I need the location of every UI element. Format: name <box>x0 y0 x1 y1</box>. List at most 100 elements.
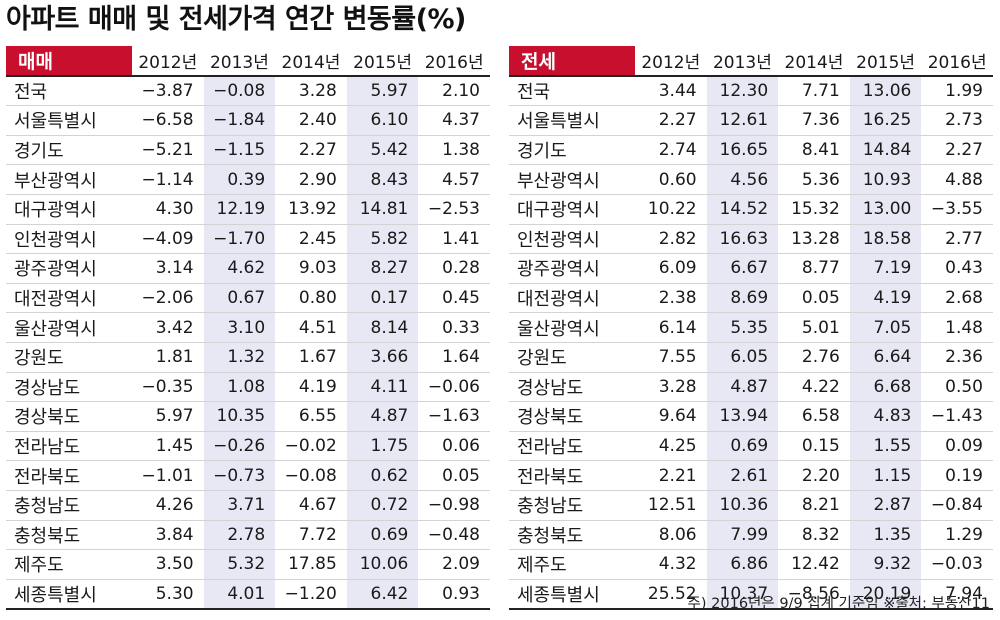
region-cell: 전라북도 <box>509 460 635 491</box>
value-cell: 1.75 <box>346 431 419 462</box>
value-cell: 10.06 <box>346 549 419 580</box>
table-row: 대전광역시 −2.06 0.67 0.80 0.17 0.45 <box>6 283 490 314</box>
value-cell: 4.51 <box>275 312 347 343</box>
value-cell: 7.99 <box>706 520 779 551</box>
value-cell: 7.19 <box>849 253 922 284</box>
footnote: 주) 2016년은 9/9 집계 기준임 ※출처: 부동산11 <box>687 596 990 612</box>
value-cell: 13.00 <box>849 194 922 225</box>
value-cell: 7.55 <box>635 342 707 373</box>
value-cell: 3.66 <box>346 342 419 373</box>
value-cell: 1.32 <box>203 342 276 373</box>
table-row: 울산광역시 6.14 5.35 5.01 7.05 1.48 <box>509 312 993 343</box>
region-cell: 광주광역시 <box>6 253 132 284</box>
value-cell: 0.33 <box>418 312 490 343</box>
table-label: 전세 <box>509 46 635 77</box>
table-row: 전라북도 −1.01 −0.73 −0.08 0.62 0.05 <box>6 460 490 491</box>
value-cell: 1.35 <box>849 520 922 551</box>
region-cell: 부산광역시 <box>6 164 132 195</box>
table-row: 경상북도 9.64 13.94 6.58 4.83 −1.43 <box>509 401 993 432</box>
region-cell: 전라남도 <box>509 431 635 462</box>
table-row: 서울특별시 −6.58 −1.84 2.40 6.10 4.37 <box>6 105 490 136</box>
table-row: 세종특별시 25.52 10.37 −8.56 20.19 7.94 <box>509 579 993 611</box>
value-cell: −0.98 <box>418 490 490 521</box>
value-cell: 0.60 <box>635 164 707 195</box>
value-cell: 4.01 <box>203 579 276 611</box>
value-cell: 2.74 <box>635 135 707 166</box>
value-cell: 8.27 <box>346 253 419 284</box>
value-cell: 6.64 <box>849 342 922 373</box>
value-cell: 6.58 <box>778 401 850 432</box>
table-row: 충청남도 4.26 3.71 4.67 0.72 −0.98 <box>6 490 490 521</box>
value-cell: 8.32 <box>778 520 850 551</box>
value-cell: 12.51 <box>635 490 707 521</box>
value-cell: −1.20 <box>275 579 347 611</box>
value-cell: 4.19 <box>849 283 922 314</box>
value-cell: 16.65 <box>706 135 779 166</box>
value-cell: −3.55 <box>921 194 993 225</box>
value-cell: −3.87 <box>132 75 204 107</box>
value-cell: 0.05 <box>418 460 490 491</box>
value-cell: 1.38 <box>418 135 490 166</box>
column-header: 2016년 <box>921 46 993 77</box>
value-cell: −0.73 <box>203 460 276 491</box>
region-cell: 인천광역시 <box>6 224 132 255</box>
value-cell: 8.41 <box>778 135 850 166</box>
region-cell: 경상북도 <box>6 401 132 432</box>
value-cell: 8.77 <box>778 253 850 284</box>
table-row: 세종특별시 5.30 4.01 −1.20 6.42 0.93 <box>6 579 490 611</box>
value-cell: 2.82 <box>635 224 707 255</box>
value-cell: 0.67 <box>203 283 276 314</box>
region-cell: 경상남도 <box>509 372 635 403</box>
value-cell: 0.19 <box>921 460 993 491</box>
region-cell: 충청남도 <box>6 490 132 521</box>
value-cell: 1.81 <box>132 342 204 373</box>
value-cell: 6.10 <box>346 105 419 136</box>
value-cell: 2.21 <box>635 460 707 491</box>
value-cell: 20.19 <box>849 579 922 611</box>
value-cell: 14.84 <box>849 135 922 166</box>
value-cell: 8.21 <box>778 490 850 521</box>
table-row: 인천광역시 −4.09 −1.70 2.45 5.82 1.41 <box>6 224 490 255</box>
value-cell: 2.27 <box>275 135 347 166</box>
region-cell: 세종특별시 <box>509 579 635 611</box>
region-cell: 충청남도 <box>509 490 635 521</box>
value-cell: 6.55 <box>275 401 347 432</box>
column-header: 2012년 <box>132 46 204 77</box>
table-row: 전라남도 1.45 −0.26 −0.02 1.75 0.06 <box>6 431 490 462</box>
region-cell: 광주광역시 <box>509 253 635 284</box>
table-row: 전국 3.44 12.30 7.71 13.06 1.99 <box>509 75 993 107</box>
value-cell: 0.93 <box>418 579 490 611</box>
table-row: 전라북도 2.21 2.61 2.20 1.15 0.19 <box>509 460 993 491</box>
value-cell: −1.70 <box>203 224 276 255</box>
value-cell: −0.26 <box>203 431 276 462</box>
value-cell: 0.62 <box>346 460 419 491</box>
value-cell: 0.17 <box>346 283 419 314</box>
table-row: 경상북도 5.97 10.35 6.55 4.87 −1.63 <box>6 401 490 432</box>
table-row: 충청북도 3.84 2.78 7.72 0.69 −0.48 <box>6 520 490 551</box>
table-row: 부산광역시 0.60 4.56 5.36 10.93 4.88 <box>509 164 993 195</box>
value-cell: −0.84 <box>921 490 993 521</box>
table-row: 대구광역시 10.22 14.52 15.32 13.00 −3.55 <box>509 194 993 225</box>
value-cell: −0.03 <box>921 549 993 580</box>
value-cell: 10.37 <box>706 579 779 611</box>
value-cell: 6.42 <box>346 579 419 611</box>
value-cell: 4.22 <box>778 372 850 403</box>
value-cell: 1.29 <box>921 520 993 551</box>
value-cell: 7.05 <box>849 312 922 343</box>
value-cell: 16.25 <box>849 105 922 136</box>
column-header: 2013년 <box>203 46 276 77</box>
value-cell: 2.40 <box>275 105 347 136</box>
value-cell: 4.19 <box>275 372 347 403</box>
value-cell: 6.09 <box>635 253 707 284</box>
value-cell: 12.42 <box>778 549 850 580</box>
region-cell: 충청북도 <box>6 520 132 551</box>
region-cell: 경상남도 <box>6 372 132 403</box>
value-cell: 7.71 <box>778 75 850 107</box>
value-cell: 2.77 <box>921 224 993 255</box>
value-cell: 3.50 <box>132 549 204 580</box>
value-cell: 3.14 <box>132 253 204 284</box>
region-cell: 전국 <box>509 75 635 107</box>
value-cell: 1.99 <box>921 75 993 107</box>
value-cell: −0.08 <box>275 460 347 491</box>
value-cell: 4.11 <box>346 372 419 403</box>
